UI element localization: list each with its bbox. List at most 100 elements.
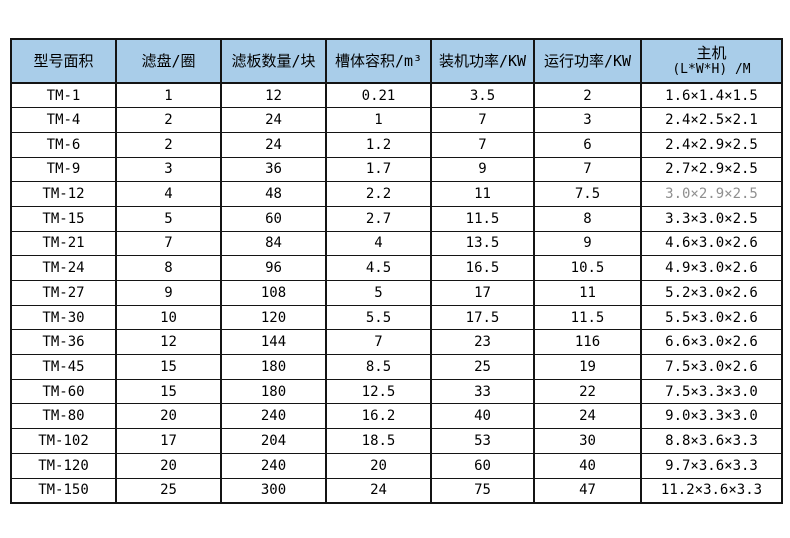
table-cell: 108 <box>220 280 327 306</box>
header-row: 型号面积 滤盘/圈 滤板数量/块 槽体容积/m³ 装机功率/KW 运行功率/KW… <box>10 38 783 84</box>
table-cell: 10.5 <box>533 255 642 281</box>
table-cell: 9 <box>533 230 642 257</box>
table-cell: 40 <box>430 403 535 430</box>
column-header-model: 型号面积 <box>10 38 117 84</box>
table-cell: TM-60 <box>10 378 117 405</box>
table-cell: 12.5 <box>325 378 432 405</box>
table-cell: 7 <box>325 329 432 356</box>
table-row: TM-150 25 300 24 75 47 11.2×3.6×3.3 <box>10 477 783 504</box>
table-cell: 7 <box>430 107 535 133</box>
table-cell: 2 <box>533 82 642 109</box>
table-cell: 8.8×3.6×3.3 <box>640 428 783 454</box>
column-header-filter-discs: 滤盘/圈 <box>115 38 222 84</box>
table-row: TM-60 15 180 12.5 33 22 7.5×3.3×3.0 <box>10 378 783 405</box>
table-cell: 12 <box>115 329 222 356</box>
table-cell: TM-1 <box>10 82 117 109</box>
table-row: TM-45 15 180 8.5 25 19 7.5×3.0×2.6 <box>10 354 783 380</box>
table-cell: 7 <box>430 131 535 158</box>
table-cell: 3 <box>533 107 642 133</box>
table-cell: TM-80 <box>10 403 117 430</box>
table-cell: 8 <box>115 255 222 281</box>
table-cell: 11 <box>430 181 535 207</box>
table-cell: 7.5×3.0×2.6 <box>640 354 783 380</box>
table-row: TM-27 9 108 5 17 11 5.2×3.0×2.6 <box>10 280 783 306</box>
table-cell: 60 <box>430 452 535 479</box>
table-cell: 7 <box>533 156 642 183</box>
table-cell: 22 <box>533 378 642 405</box>
table-cell: 47 <box>533 477 642 504</box>
table-cell: 240 <box>220 403 327 430</box>
table-cell: TM-21 <box>10 230 117 257</box>
table-cell: 4.6×3.0×2.6 <box>640 230 783 257</box>
table-row: TM-4 2 24 1 7 3 2.4×2.5×2.1 <box>10 107 783 133</box>
table-cell: 20 <box>325 452 432 479</box>
table-cell: 75 <box>430 477 535 504</box>
table-cell: 20 <box>115 403 222 430</box>
table-cell: 24 <box>325 477 432 504</box>
table-row: TM-21 7 84 4 13.5 9 4.6×3.0×2.6 <box>10 230 783 257</box>
table-row: TM-80 20 240 16.2 40 24 9.0×3.3×3.0 <box>10 403 783 430</box>
table-cell: 60 <box>220 205 327 232</box>
table-cell: 120 <box>220 304 327 331</box>
table-cell: TM-6 <box>10 131 117 158</box>
table-cell: 116 <box>533 329 642 356</box>
table-cell: 16.2 <box>325 403 432 430</box>
table-cell: 240 <box>220 452 327 479</box>
main-machine-dimensions-label: (L*W*H) /M <box>672 62 751 78</box>
table-cell: 18.5 <box>325 428 432 454</box>
table-cell: 11.5 <box>430 205 535 232</box>
table-cell: 11.2×3.6×3.3 <box>640 477 783 504</box>
table-cell: 7 <box>115 230 222 257</box>
table-cell: 4.5 <box>325 255 432 281</box>
table-row: TM-102 17 204 18.5 53 30 8.8×3.6×3.3 <box>10 428 783 454</box>
table-cell: 3.5 <box>430 82 535 109</box>
table-cell: TM-120 <box>10 452 117 479</box>
table-cell: 9 <box>430 156 535 183</box>
table-cell: 2.4×2.9×2.5 <box>640 131 783 158</box>
table-cell: 3.3×3.0×2.5 <box>640 205 783 232</box>
table-row: TM-12 4 48 2.2 11 7.5 3.0×2.9×2.5 <box>10 181 783 207</box>
table-cell: 5.5×3.0×2.6 <box>640 304 783 331</box>
table-cell: TM-9 <box>10 156 117 183</box>
table-cell: 5 <box>115 205 222 232</box>
table-cell: 1.6×1.4×1.5 <box>640 82 783 109</box>
table-cell: 16.5 <box>430 255 535 281</box>
table-row: TM-15 5 60 2.7 11.5 8 3.3×3.0×2.5 <box>10 205 783 232</box>
table-cell: 24 <box>533 403 642 430</box>
table-cell: 17 <box>115 428 222 454</box>
column-header-filter-plates: 滤板数量/块 <box>220 38 327 84</box>
table-cell: 53 <box>430 428 535 454</box>
table-cell: 2 <box>115 107 222 133</box>
column-header-tank-volume: 槽体容积/m³ <box>325 38 432 84</box>
column-header-main-machine: 主机 (L*W*H) /M <box>640 38 783 84</box>
table-cell: 3 <box>115 156 222 183</box>
spec-table-header: 型号面积 滤盘/圈 滤板数量/块 槽体容积/m³ 装机功率/KW 运行功率/KW… <box>10 38 783 84</box>
table-row: TM-30 10 120 5.5 17.5 11.5 5.5×3.0×2.6 <box>10 304 783 331</box>
table-cell: 33 <box>430 378 535 405</box>
table-cell: TM-45 <box>10 354 117 380</box>
table-cell: TM-102 <box>10 428 117 454</box>
table-cell: 17 <box>430 280 535 306</box>
table-cell: 20 <box>115 452 222 479</box>
table-cell: 13.5 <box>430 230 535 257</box>
table-cell: 25 <box>430 354 535 380</box>
table-cell: 84 <box>220 230 327 257</box>
table-cell: 5 <box>325 280 432 306</box>
table-cell: TM-150 <box>10 477 117 504</box>
table-cell: 180 <box>220 354 327 380</box>
table-cell: 7.5×3.3×3.0 <box>640 378 783 405</box>
table-cell: TM-12 <box>10 181 117 207</box>
table-cell: 15 <box>115 378 222 405</box>
table-cell: 2.4×2.5×2.1 <box>640 107 783 133</box>
table-cell: 4 <box>325 230 432 257</box>
table-cell: 4 <box>115 181 222 207</box>
main-machine-label: 主机 <box>696 43 727 62</box>
table-cell: 8.5 <box>325 354 432 380</box>
table-cell: 1 <box>325 107 432 133</box>
table-cell: 7.5 <box>533 181 642 207</box>
table-cell: 24 <box>220 131 327 158</box>
table-cell: 8 <box>533 205 642 232</box>
table-row: TM-36 12 144 7 23 116 6.6×3.0×2.6 <box>10 329 783 356</box>
table-cell: 2 <box>115 131 222 158</box>
table-cell: 1.2 <box>325 131 432 158</box>
